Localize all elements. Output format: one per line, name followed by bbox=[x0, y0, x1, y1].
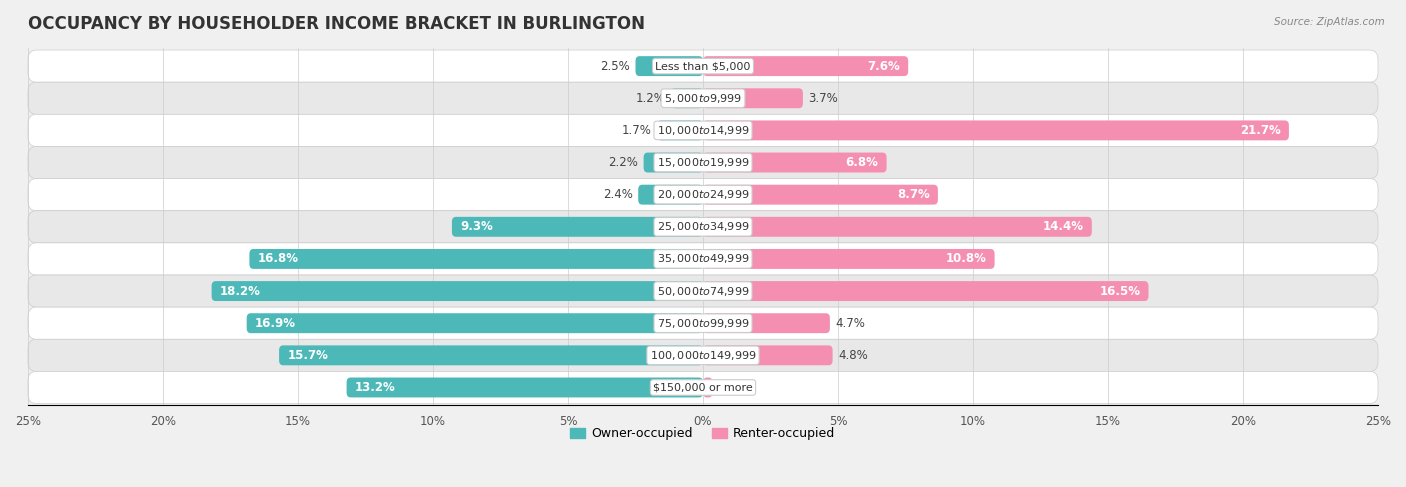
Text: 3.7%: 3.7% bbox=[808, 92, 838, 105]
Text: 15.7%: 15.7% bbox=[287, 349, 328, 362]
FancyBboxPatch shape bbox=[703, 377, 713, 397]
Text: $20,000 to $24,999: $20,000 to $24,999 bbox=[657, 188, 749, 201]
Text: 2.5%: 2.5% bbox=[600, 59, 630, 73]
FancyBboxPatch shape bbox=[28, 243, 1378, 275]
FancyBboxPatch shape bbox=[703, 313, 830, 333]
Text: 8.7%: 8.7% bbox=[897, 188, 929, 201]
FancyBboxPatch shape bbox=[703, 152, 887, 172]
Legend: Owner-occupied, Renter-occupied: Owner-occupied, Renter-occupied bbox=[565, 422, 841, 445]
FancyBboxPatch shape bbox=[671, 88, 703, 108]
Text: 10.8%: 10.8% bbox=[946, 252, 987, 265]
FancyBboxPatch shape bbox=[28, 114, 1378, 147]
FancyBboxPatch shape bbox=[644, 152, 703, 172]
Text: $5,000 to $9,999: $5,000 to $9,999 bbox=[664, 92, 742, 105]
FancyBboxPatch shape bbox=[703, 56, 908, 76]
FancyBboxPatch shape bbox=[347, 377, 703, 397]
FancyBboxPatch shape bbox=[28, 50, 1378, 82]
FancyBboxPatch shape bbox=[28, 339, 1378, 372]
Text: 21.7%: 21.7% bbox=[1240, 124, 1281, 137]
FancyBboxPatch shape bbox=[211, 281, 703, 301]
Text: 7.6%: 7.6% bbox=[868, 59, 900, 73]
Text: 0.35%: 0.35% bbox=[718, 381, 755, 394]
FancyBboxPatch shape bbox=[703, 88, 803, 108]
Text: 9.3%: 9.3% bbox=[460, 220, 492, 233]
FancyBboxPatch shape bbox=[246, 313, 703, 333]
Text: 2.2%: 2.2% bbox=[609, 156, 638, 169]
FancyBboxPatch shape bbox=[703, 345, 832, 365]
FancyBboxPatch shape bbox=[657, 120, 703, 140]
Text: 13.2%: 13.2% bbox=[354, 381, 395, 394]
FancyBboxPatch shape bbox=[28, 82, 1378, 114]
FancyBboxPatch shape bbox=[28, 147, 1378, 179]
Text: 4.7%: 4.7% bbox=[835, 317, 865, 330]
FancyBboxPatch shape bbox=[249, 249, 703, 269]
FancyBboxPatch shape bbox=[28, 307, 1378, 339]
FancyBboxPatch shape bbox=[703, 249, 994, 269]
Text: Source: ZipAtlas.com: Source: ZipAtlas.com bbox=[1274, 17, 1385, 27]
Text: $35,000 to $49,999: $35,000 to $49,999 bbox=[657, 252, 749, 265]
FancyBboxPatch shape bbox=[451, 217, 703, 237]
FancyBboxPatch shape bbox=[28, 211, 1378, 243]
Text: 16.9%: 16.9% bbox=[254, 317, 295, 330]
FancyBboxPatch shape bbox=[28, 179, 1378, 211]
Text: 6.8%: 6.8% bbox=[845, 156, 879, 169]
Text: $100,000 to $149,999: $100,000 to $149,999 bbox=[650, 349, 756, 362]
FancyBboxPatch shape bbox=[638, 185, 703, 205]
Text: $10,000 to $14,999: $10,000 to $14,999 bbox=[657, 124, 749, 137]
FancyBboxPatch shape bbox=[703, 120, 1289, 140]
FancyBboxPatch shape bbox=[636, 56, 703, 76]
Text: $75,000 to $99,999: $75,000 to $99,999 bbox=[657, 317, 749, 330]
FancyBboxPatch shape bbox=[28, 275, 1378, 307]
Text: $25,000 to $34,999: $25,000 to $34,999 bbox=[657, 220, 749, 233]
Text: 2.4%: 2.4% bbox=[603, 188, 633, 201]
Text: 4.8%: 4.8% bbox=[838, 349, 868, 362]
Text: 18.2%: 18.2% bbox=[219, 284, 260, 298]
Text: 1.7%: 1.7% bbox=[621, 124, 652, 137]
Text: 16.8%: 16.8% bbox=[257, 252, 298, 265]
Text: $150,000 or more: $150,000 or more bbox=[654, 382, 752, 393]
Text: $15,000 to $19,999: $15,000 to $19,999 bbox=[657, 156, 749, 169]
Text: Less than $5,000: Less than $5,000 bbox=[655, 61, 751, 71]
FancyBboxPatch shape bbox=[280, 345, 703, 365]
FancyBboxPatch shape bbox=[703, 217, 1092, 237]
Text: 14.4%: 14.4% bbox=[1043, 220, 1084, 233]
FancyBboxPatch shape bbox=[703, 281, 1149, 301]
FancyBboxPatch shape bbox=[703, 185, 938, 205]
Text: OCCUPANCY BY HOUSEHOLDER INCOME BRACKET IN BURLINGTON: OCCUPANCY BY HOUSEHOLDER INCOME BRACKET … bbox=[28, 15, 645, 33]
Text: 16.5%: 16.5% bbox=[1099, 284, 1140, 298]
Text: 1.2%: 1.2% bbox=[636, 92, 665, 105]
Text: $50,000 to $74,999: $50,000 to $74,999 bbox=[657, 284, 749, 298]
FancyBboxPatch shape bbox=[28, 372, 1378, 404]
